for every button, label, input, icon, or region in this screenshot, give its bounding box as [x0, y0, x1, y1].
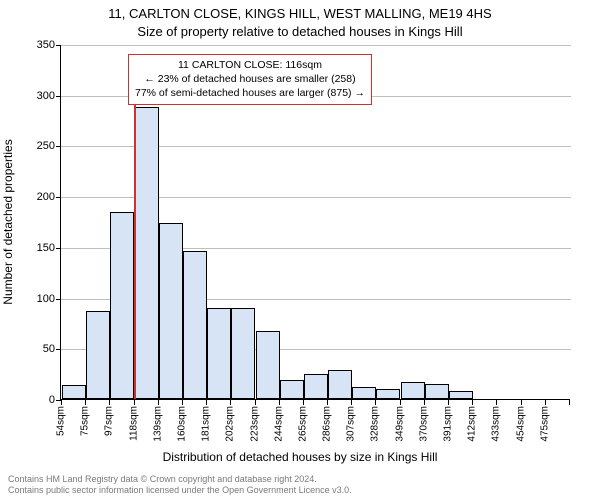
y-tick-mark [56, 248, 61, 249]
x-tick-mark [424, 400, 425, 405]
y-tick-label: 100 [15, 293, 55, 305]
x-tick-label: 160sqm [176, 406, 187, 442]
annotation-callout: 11 CARLTON CLOSE: 116sqm ← 23% of detach… [128, 54, 372, 105]
grid-line [61, 45, 571, 46]
y-tick-mark [56, 96, 61, 97]
histogram-bar [183, 251, 207, 399]
histogram-bar [207, 308, 231, 399]
x-tick-mark [472, 400, 473, 405]
footer-line-2: Contains public sector information licen… [8, 485, 352, 496]
histogram-bar [159, 223, 183, 399]
y-tick-label: 200 [15, 191, 55, 203]
x-tick-label: 370sqm [418, 406, 429, 442]
y-tick-label: 50 [15, 343, 55, 355]
x-tick-label: 391sqm [443, 406, 454, 442]
x-tick-label: 349sqm [394, 406, 405, 442]
x-tick-label: 454sqm [515, 406, 526, 442]
x-tick-mark [61, 400, 62, 405]
x-tick-mark [182, 400, 183, 405]
x-tick-mark [375, 400, 376, 405]
x-tick-mark [400, 400, 401, 405]
y-tick-label: 150 [15, 242, 55, 254]
x-tick-mark [351, 400, 352, 405]
x-tick-label: 475sqm [539, 406, 550, 442]
histogram-bar [86, 311, 110, 399]
y-tick-label: 250 [15, 140, 55, 152]
histogram-bar [328, 370, 352, 399]
y-tick-mark [56, 299, 61, 300]
x-tick-mark [545, 400, 546, 405]
annotation-line-3: 77% of semi-detached houses are larger (… [135, 86, 365, 100]
histogram-bar [231, 308, 255, 399]
footer-attribution: Contains HM Land Registry data © Crown c… [8, 474, 352, 497]
x-tick-label: 328sqm [370, 406, 381, 442]
x-tick-mark [569, 400, 570, 405]
x-tick-mark [448, 400, 449, 405]
histogram-bar [449, 391, 473, 399]
x-tick-label: 307sqm [346, 406, 357, 442]
x-tick-mark [255, 400, 256, 405]
y-tick-mark [56, 197, 61, 198]
x-tick-label: 181sqm [201, 406, 212, 442]
annotation-line-1: 11 CARLTON CLOSE: 116sqm [135, 58, 365, 72]
x-tick-mark [521, 400, 522, 405]
x-tick-mark [230, 400, 231, 405]
x-tick-mark [303, 400, 304, 405]
y-tick-mark [56, 146, 61, 147]
x-tick-label: 118sqm [128, 406, 139, 441]
x-tick-label: 223sqm [249, 406, 260, 442]
x-tick-label: 286sqm [322, 406, 333, 442]
histogram-bar [256, 331, 280, 399]
x-tick-mark [85, 400, 86, 405]
x-tick-mark [134, 400, 135, 405]
x-tick-mark [327, 400, 328, 405]
x-tick-mark [496, 400, 497, 405]
reference-marker-line [134, 104, 136, 399]
x-tick-label: 412sqm [467, 406, 478, 442]
x-axis-label: Distribution of detached houses by size … [0, 450, 600, 464]
x-tick-label: 244sqm [273, 406, 284, 442]
x-tick-mark [206, 400, 207, 405]
x-tick-label: 265sqm [297, 406, 308, 442]
x-tick-label: 75sqm [80, 406, 91, 436]
chart-container: 11, CARLTON CLOSE, KINGS HILL, WEST MALL… [0, 0, 600, 500]
annotation-line-2: ← 23% of detached houses are smaller (25… [135, 72, 365, 86]
y-tick-label: 0 [15, 394, 55, 406]
x-tick-mark [158, 400, 159, 405]
y-tick-mark [56, 349, 61, 350]
y-tick-label: 350 [15, 39, 55, 51]
histogram-bar [304, 374, 328, 399]
x-tick-label: 433sqm [491, 406, 502, 442]
histogram-bar [401, 382, 425, 399]
histogram-bar [110, 212, 134, 399]
x-tick-label: 202sqm [225, 406, 236, 442]
x-tick-mark [109, 400, 110, 405]
histogram-bar [62, 385, 86, 399]
histogram-bar [425, 384, 449, 399]
histogram-bar [352, 387, 376, 399]
chart-title-line2: Size of property relative to detached ho… [0, 24, 600, 39]
y-tick-label: 300 [15, 90, 55, 102]
y-tick-mark [56, 45, 61, 46]
chart-title-line1: 11, CARLTON CLOSE, KINGS HILL, WEST MALL… [0, 6, 600, 21]
histogram-bar [280, 380, 304, 399]
x-tick-label: 54sqm [56, 406, 67, 436]
x-tick-label: 97sqm [104, 406, 115, 436]
x-tick-label: 139sqm [152, 406, 163, 442]
histogram-bar [135, 107, 159, 399]
x-tick-mark [279, 400, 280, 405]
histogram-bar [376, 389, 400, 399]
y-axis-label: Number of detached properties [1, 139, 15, 304]
footer-line-1: Contains HM Land Registry data © Crown c… [8, 474, 352, 485]
